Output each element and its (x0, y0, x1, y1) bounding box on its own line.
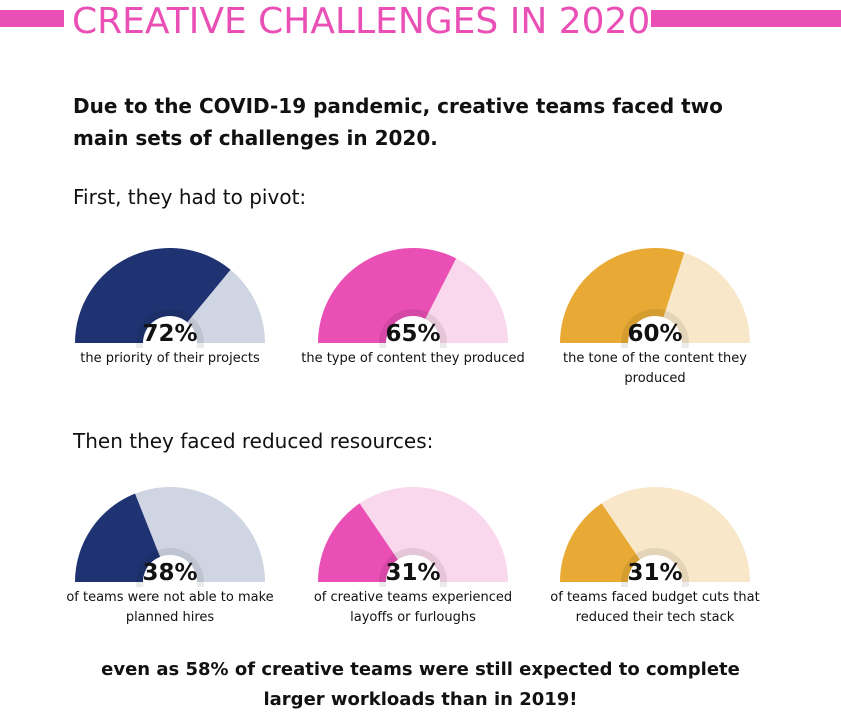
gauge-percent-4: 38% (142, 560, 198, 586)
gauge-percent-2: 65% (385, 321, 441, 347)
gauge-center-3 (628, 316, 682, 348)
intro-text: Due to the COVID-19 pandemic, creative t… (73, 94, 723, 150)
gauge-value-arc-6 (560, 503, 655, 582)
gauge-arc-6 (560, 487, 750, 587)
gauge-arc-4 (75, 487, 265, 587)
gauge-value-arc-4 (75, 493, 170, 582)
title-banner: CREATIVE CHALLENGES IN 2020 (0, 0, 841, 46)
gauge-value-arc-1 (75, 248, 231, 343)
gauge-arc-5 (318, 487, 508, 587)
gauge-percent-6: 31% (627, 560, 683, 586)
footer-highlight: 58% (185, 659, 229, 680)
footer-part1: even as (101, 659, 186, 680)
gauge-caption-6: of teams faced budget cuts that reduced … (550, 590, 760, 625)
gauge-1: 72% the priority of their projects (75, 248, 265, 393)
gauge-center-6 (628, 555, 682, 587)
gauge-percent-3: 60% (627, 321, 683, 347)
section-label-resources: Then they faced reduced resources: (73, 429, 434, 453)
gauge-2: 65% the type of content they produced (301, 248, 525, 393)
gauge-arc-3 (560, 248, 750, 348)
gauge-6: 31% of teams faced budget cuts that reduc… (550, 487, 760, 632)
page-title: CREATIVE CHALLENGES IN 2020 (72, 1, 651, 42)
gauge-caption-3: the tone of the content they produced (563, 351, 747, 386)
gauge-center-5 (386, 555, 440, 587)
gauge-value-arc-5 (318, 503, 413, 582)
gauge-arc-1 (75, 248, 265, 348)
title-accent-bar-right (651, 10, 841, 27)
gauge-5: 31% of creative teams experienced layoffs… (314, 487, 512, 632)
gauge-percent-5: 31% (385, 560, 441, 586)
gauge-3: 60% the tone of the content they produced (560, 248, 750, 393)
gauge-caption-5: of creative teams experienced layoffs or… (313, 590, 513, 625)
gauge-center-1 (143, 316, 197, 348)
title-accent-bar-left (0, 10, 64, 27)
footer-text: even as 58% of creative teams were still… (0, 655, 841, 715)
gauge-percent-1: 72% (142, 321, 198, 347)
gauge-arc-2 (318, 248, 508, 348)
footer-part2: of creative teams were still expected to… (228, 659, 740, 710)
gauge-4: 38% of teams were not able to make planne… (66, 487, 274, 632)
gauge-caption-1: the priority of their projects (80, 351, 260, 366)
gauge-center-2 (386, 316, 440, 348)
gauge-center-4 (143, 555, 197, 587)
gauge-caption-2: the type of content they produced (301, 351, 525, 366)
section-label-pivot: First, they had to pivot: (73, 185, 307, 209)
gauge-caption-4: of teams were not able to make planned h… (66, 590, 274, 625)
